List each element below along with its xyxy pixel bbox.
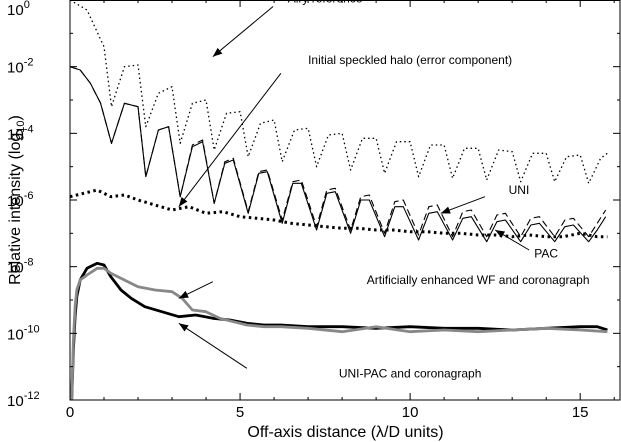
annotation-arrow-line (178, 73, 282, 207)
y-axis-title-sub: 10 (15, 121, 27, 133)
y-tick-label: 10-10 (7, 323, 40, 343)
annotation-label: UNI (509, 183, 530, 197)
annotation-label: Initial speckled halo (error component) (308, 53, 512, 67)
y-tick-label: 10-6 (7, 190, 33, 210)
pac-line-1 (70, 66, 607, 243)
enhanced-wf-coronagraph-line-5 (70, 266, 608, 400)
annotation-label: PAC (534, 246, 558, 260)
annotation-arrowhead (212, 47, 223, 57)
x-tick-label: 5 (236, 404, 244, 421)
x-tick-label: 15 (572, 404, 589, 421)
annotation-label: Artificially enhanced WF and coronagraph (367, 273, 590, 287)
annotation-arrowhead (495, 230, 506, 238)
uni-line-2 (70, 66, 607, 238)
y-tick-label: 10-4 (7, 123, 33, 143)
annotation-label: UNI-PAC and coronagraph (339, 366, 482, 380)
annotation-layer: Airy reference Initial speckled halo (err… (178, 0, 590, 380)
speckled-halo-line-3 (70, 188, 608, 239)
x-tick-label: 10 (402, 404, 419, 421)
annotation-arrowhead (178, 323, 189, 332)
annotation-arrow-line (178, 322, 248, 369)
y-axis-title: Relative intensity (log10) (7, 115, 27, 285)
annotation-label: Airy reference (288, 0, 363, 6)
airy-reference-line-0 (70, 0, 608, 184)
uni-pac-coronagraph-line-4 (70, 261, 608, 400)
annotation-arrowhead (440, 206, 451, 214)
y-tick-label: 10-8 (7, 257, 33, 277)
y-axis-title-close: ) (7, 115, 24, 120)
y-tick-label: 10-2 (7, 57, 33, 77)
series-layer (70, 0, 608, 400)
x-tick-label: 0 (66, 404, 74, 421)
x-axis-title: Off-axis distance (λ/D units) (247, 424, 443, 441)
annotation-arrowhead (178, 290, 189, 299)
y-tick-label: 100 (7, 0, 30, 19)
annotation-arrow-line (212, 6, 274, 58)
y-axis-title-main: Relative intensity (log (7, 133, 24, 285)
annotation-arrowhead (178, 197, 188, 207)
tick-layer: 0 5 10 15 100 10-2 10-4 10-6 10-8 10-10 10-12 (7, 0, 620, 421)
y-tick-label: 10-12 (7, 390, 40, 410)
